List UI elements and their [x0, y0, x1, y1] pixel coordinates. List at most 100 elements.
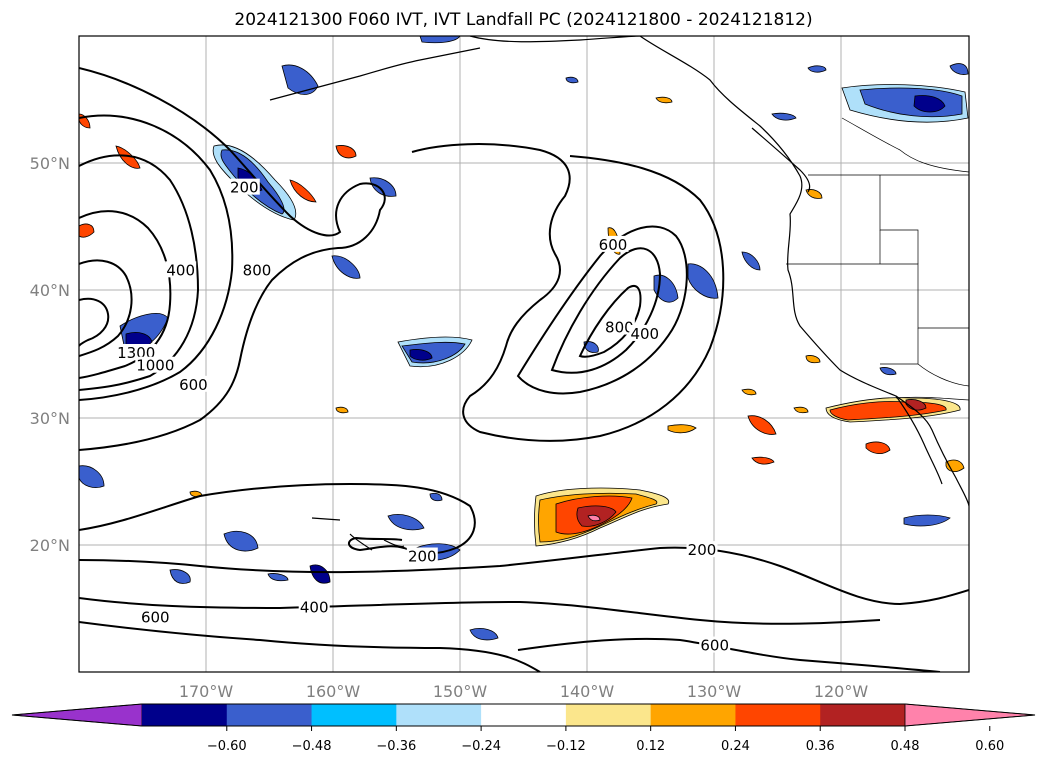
contour-label-bg: [228, 178, 260, 195]
contour-400-central: [516, 225, 688, 395]
pos-region: [747, 415, 777, 435]
political-borders: [786, 117, 969, 401]
graticule: [79, 36, 969, 672]
contour-label: 1000: [136, 357, 174, 375]
colorbar-tick-label: 0.60: [975, 739, 1004, 754]
contour-label-bg: [298, 598, 330, 615]
colorbar-frame: [11, 703, 1036, 727]
contour-600-central: [550, 247, 662, 374]
pos-region: [667, 424, 697, 434]
na-coast: [639, 36, 969, 507]
ivt-contours: [79, 67, 969, 672]
colorbar-segment: [396, 704, 482, 726]
neg-region: [741, 251, 761, 271]
pos-region: [865, 441, 891, 454]
contour-label: 600: [141, 609, 170, 627]
colorbar-tick-label: −0.24: [461, 739, 501, 754]
contour-label-bg: [686, 541, 718, 558]
lat-label: 30°N: [30, 409, 70, 428]
contour-label-bg: [116, 344, 157, 360]
neg-region: [281, 64, 319, 95]
contour-label: 200: [230, 179, 259, 197]
neg-region: [879, 367, 897, 376]
pos-region: [115, 145, 141, 169]
contour-label: 600: [599, 236, 628, 254]
longitude-labels: 170°W 160°W 150°W 140°W 130°W 120°W: [179, 682, 869, 701]
neg-region: [419, 36, 461, 44]
pos-region: [741, 388, 757, 396]
contour-label: 200: [408, 548, 437, 566]
pos-region: [655, 96, 673, 104]
negative-pc-regions: [79, 36, 969, 641]
colorbar-extend-low: [11, 703, 143, 727]
neg-region: [565, 76, 579, 84]
neg-region: [429, 492, 443, 502]
neg-region: [913, 95, 946, 113]
pos-region: [805, 355, 821, 364]
colorbar-segment: [142, 704, 228, 726]
contour-1300-nw: [79, 297, 110, 347]
contour-200-nw: [79, 67, 386, 451]
neg-region: [469, 628, 499, 641]
positive-pc-regions: [79, 96, 965, 547]
coastlines: [269, 36, 969, 551]
contour-label-bg: [165, 261, 197, 278]
neg-region: [267, 573, 289, 582]
contour-label: 400: [300, 598, 329, 616]
neg-region: [369, 177, 397, 197]
colorbar-tick-label: 0.36: [806, 739, 835, 754]
colorbar-segment: [226, 704, 313, 726]
contour-800-central: [578, 285, 642, 358]
neg-region: [687, 263, 719, 299]
colorbar: −0.60 −0.48 −0.36 −0.24 −0.12 0.12 0.24 0.36 0.4…: [11, 703, 1036, 754]
colorbar-tick-label: −0.60: [207, 739, 247, 754]
contour-label: 200: [688, 541, 717, 559]
lon-label: 140°W: [560, 682, 615, 701]
map-frame: [78, 35, 970, 673]
colorbar-segment: [650, 704, 736, 726]
lat-label: 50°N: [30, 154, 70, 173]
map-title: 2024121300 F060 IVT, IVT Landfall PC (20…: [234, 10, 813, 30]
contour-1000-nw: [79, 259, 133, 357]
contour-400-nw: [79, 114, 234, 401]
lat-label: 20°N: [30, 536, 70, 555]
latitude-labels: 50°N 40°N 30°N 20°N: [30, 154, 70, 555]
colorbar-tick-label: −0.36: [376, 739, 416, 754]
contour-label: 800: [605, 319, 634, 337]
pos-region: [335, 145, 357, 159]
contour-label-bg: [699, 636, 731, 653]
neg-region: [223, 531, 259, 552]
neg-region: [583, 341, 599, 353]
lon-label: 130°W: [687, 682, 742, 701]
contour-label-bg: [135, 356, 176, 373]
neg-region: [409, 349, 433, 361]
vancouver-island: [751, 127, 811, 193]
neg-region: [903, 514, 951, 527]
colorbar-extend-high: [904, 703, 1036, 727]
contour-label: 800: [243, 261, 272, 279]
colorbar-tick-label: −0.12: [546, 739, 586, 754]
pos-region: [805, 189, 823, 199]
contour-200-south: [79, 482, 969, 606]
colorbar-segment: [311, 704, 397, 726]
contour-400-south: [79, 597, 881, 625]
contour-800-nw: [79, 210, 172, 379]
contour-label-bg: [629, 324, 661, 341]
colorbar-tick-label: 0.24: [721, 739, 750, 754]
pos-region: [751, 456, 775, 465]
contour-label-bg: [177, 375, 209, 392]
contour-600-south: [79, 621, 941, 672]
lon-label: 150°W: [433, 682, 488, 701]
contour-label: 600: [179, 376, 208, 394]
colorbar-tick-label: −0.48: [292, 739, 332, 754]
neg-region: [79, 465, 105, 488]
lon-label: 120°W: [814, 682, 869, 701]
contour-label-bg: [597, 235, 629, 252]
pos-region: [793, 406, 809, 414]
contour-200-central: [411, 143, 725, 442]
colorbar-segment: [565, 704, 652, 726]
colorbar-tick-label: 0.48: [891, 739, 920, 754]
contour-label-bg: [603, 318, 635, 335]
